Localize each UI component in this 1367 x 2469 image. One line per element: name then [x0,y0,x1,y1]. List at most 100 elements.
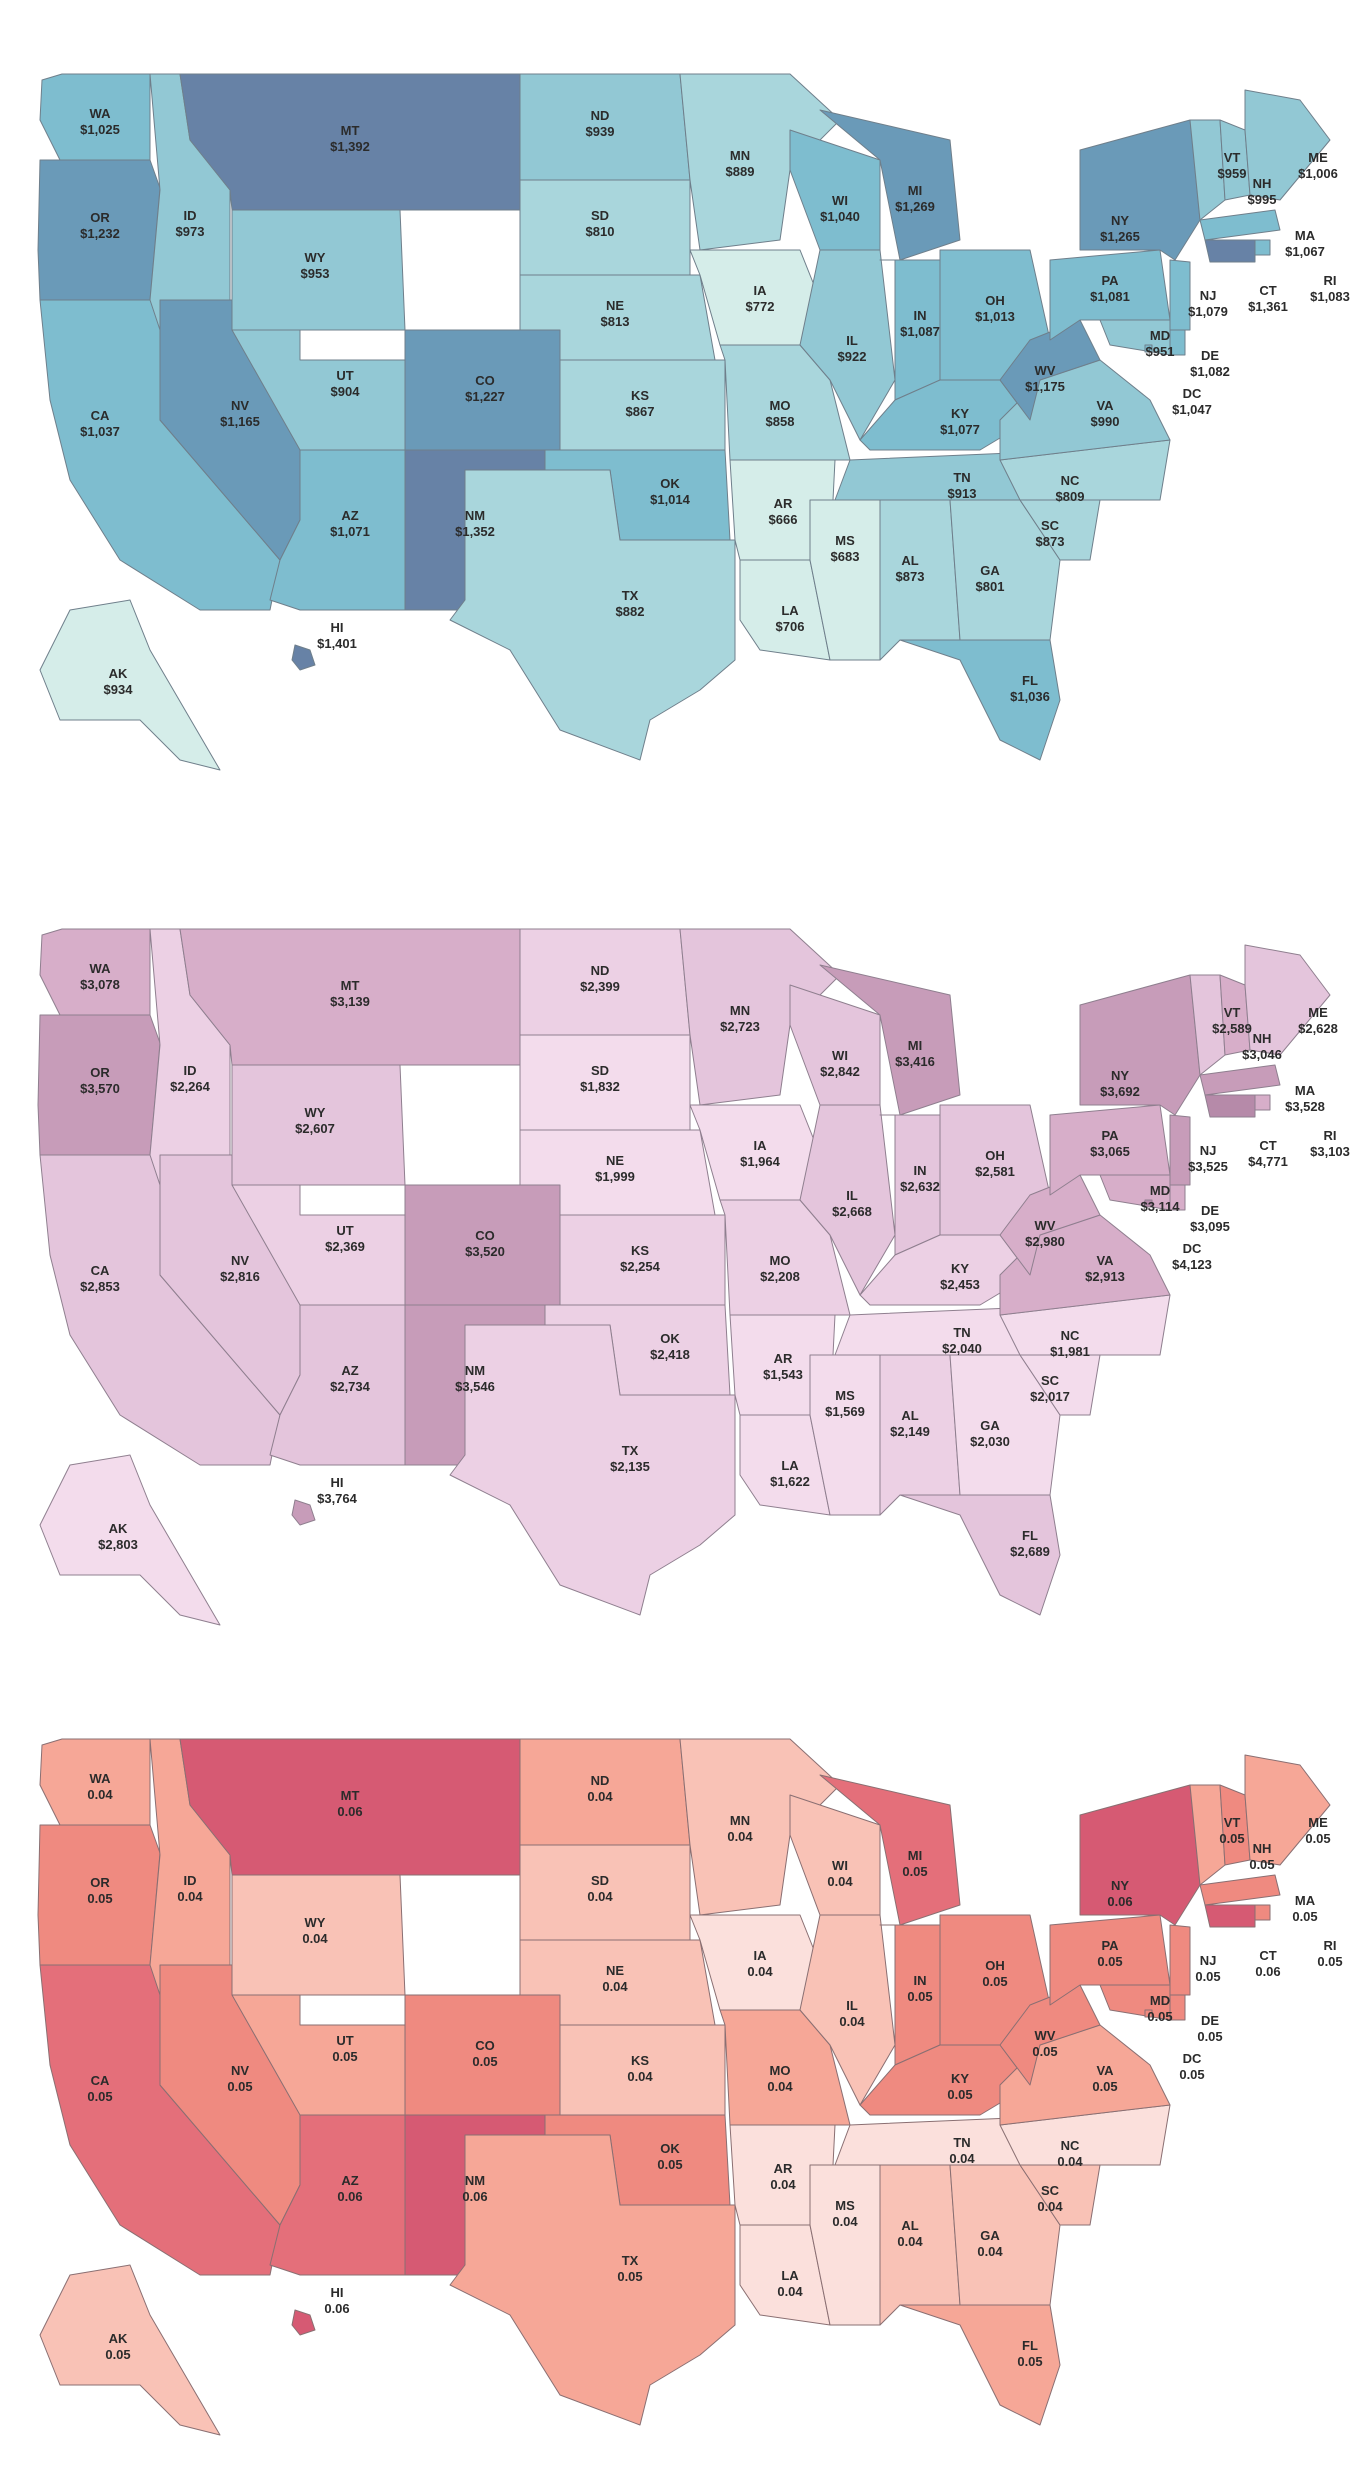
state-ny [1079,1784,1201,1926]
state-value: $3,570 [80,1081,120,1096]
state-abbr: AL [901,1408,918,1423]
state-abbr: AZ [341,2173,358,2188]
state-label-la: LA 0.04 [777,2268,803,2299]
state-label-mt: MT 0.06 [337,1788,362,1819]
state-label-la: LA $1,622 [770,1458,810,1489]
state-label-nd: ND $2,399 [580,963,620,994]
state-value: $666 [769,512,798,527]
state-label-de: DE $1,082 [1190,348,1230,379]
state-abbr: MD [1150,328,1170,343]
state-abbr: PA [1101,273,1119,288]
state-tx [449,2134,736,2426]
state-label-mn: MN 0.04 [727,1813,753,1844]
state-label-md: MD $3,114 [1140,1183,1180,1214]
state-ma [1199,209,1281,241]
state-value: 0.05 [1032,2044,1057,2059]
state-value: $2,734 [330,1379,371,1394]
state-label-ks: KS 0.04 [627,2053,653,2084]
state-abbr: MT [341,123,360,138]
state-abbr: AZ [341,508,358,523]
state-value: 0.06 [337,2189,362,2204]
state-label-sc: SC $873 [1036,518,1065,549]
state-fl [899,2304,1061,2426]
state-abbr: VT [1224,150,1241,165]
state-label-vt: VT 0.05 [1219,1815,1244,1846]
state-label-pa: PA $3,065 [1090,1128,1130,1159]
state-nj [1169,1924,1191,1996]
state-label-tn: TN 0.04 [949,2135,975,2166]
state-label-mo: MO $858 [766,398,795,429]
state-value: 0.05 [902,1864,927,1879]
state-label-dc: DC 0.05 [1179,2051,1204,2082]
state-value: $1,543 [763,1367,803,1382]
state-value: $3,764 [317,1491,358,1506]
state-value: 0.04 [897,2234,923,2249]
state-label-wi: WI $2,842 [820,1048,860,1079]
state-label-ne: NE 0.04 [602,1963,628,1994]
state-abbr: NY [1111,213,1129,228]
state-label-nh: NH 0.05 [1249,1841,1274,1872]
state-abbr: MS [835,1388,855,1403]
state-label-mo: MO 0.04 [767,2063,793,2094]
state-abbr: UT [336,368,353,383]
state-label-nv: NV 0.05 [227,2063,252,2094]
state-dc [1144,1199,1153,1208]
state-abbr: AL [901,553,918,568]
state-value: $2,632 [900,1179,940,1194]
state-abbr: CT [1259,1948,1276,1963]
state-abbr: DC [1183,2051,1202,2066]
state-value: 0.04 [87,1787,113,1802]
state-value: $1,082 [1190,364,1230,379]
state-value: $2,689 [1010,1544,1050,1559]
state-value: 0.05 [982,1974,1007,1989]
state-value: $2,628 [1298,1021,1338,1036]
state-label-ar: AR 0.04 [770,2161,796,2192]
state-value: 0.06 [1107,1894,1132,1909]
state-value: 0.05 [1305,1831,1330,1846]
state-abbr: WV [1035,1218,1056,1233]
state-label-ct: CT $1,361 [1248,283,1288,314]
state-label-ms: MS 0.04 [832,2198,858,2229]
state-abbr: TX [622,1443,639,1458]
state-label-ia: IA 0.04 [747,1948,773,1979]
state-abbr: DE [1201,2013,1219,2028]
state-value: 0.05 [1317,1954,1342,1969]
state-label-hi: HI 0.06 [324,2285,349,2316]
state-abbr: MN [730,148,750,163]
state-label-va: VA 0.05 [1092,2063,1117,2094]
state-label-me: ME $2,628 [1298,1005,1338,1036]
state-label-nm: NM 0.06 [462,2173,487,2204]
state-label-ms: MS $1,569 [825,1388,865,1419]
state-value: 0.05 [1195,1969,1220,1984]
state-label-nc: NC $809 [1056,473,1085,504]
state-abbr: WY [305,250,326,265]
state-label-mt: MT $1,392 [330,123,370,154]
state-value: $810 [586,224,615,239]
state-label-md: MD $951 [1146,328,1175,359]
state-ga [949,499,1061,641]
state-abbr: RI [1324,1938,1337,1953]
state-abbr: WV [1035,2028,1056,2043]
state-label-de: DE $3,095 [1190,1203,1230,1234]
state-mi [819,1774,961,1926]
state-value: $1,999 [595,1169,635,1184]
state-abbr: NY [1111,1068,1129,1083]
state-value: $1,981 [1050,1344,1090,1359]
state-label-md: MD 0.05 [1147,1993,1172,2024]
state-abbr: LA [781,2268,799,2283]
state-label-ak: AK 0.05 [105,2331,130,2362]
state-value: $1,227 [465,389,505,404]
state-label-al: AL $873 [896,553,925,584]
state-value: 0.05 [1197,2029,1222,2044]
state-value: $2,453 [940,1277,980,1292]
state-label-tx: TX $882 [616,588,645,619]
state-hi [291,644,316,671]
state-label-id: ID $973 [176,208,205,239]
state-abbr: NM [465,508,485,523]
state-value: $2,264 [170,1079,211,1094]
state-value: $1,025 [80,122,120,137]
state-abbr: TX [622,588,639,603]
state-abbr: ND [591,108,610,123]
state-label-az: AZ $2,734 [330,1363,371,1394]
state-label-pa: PA 0.05 [1097,1938,1122,1969]
